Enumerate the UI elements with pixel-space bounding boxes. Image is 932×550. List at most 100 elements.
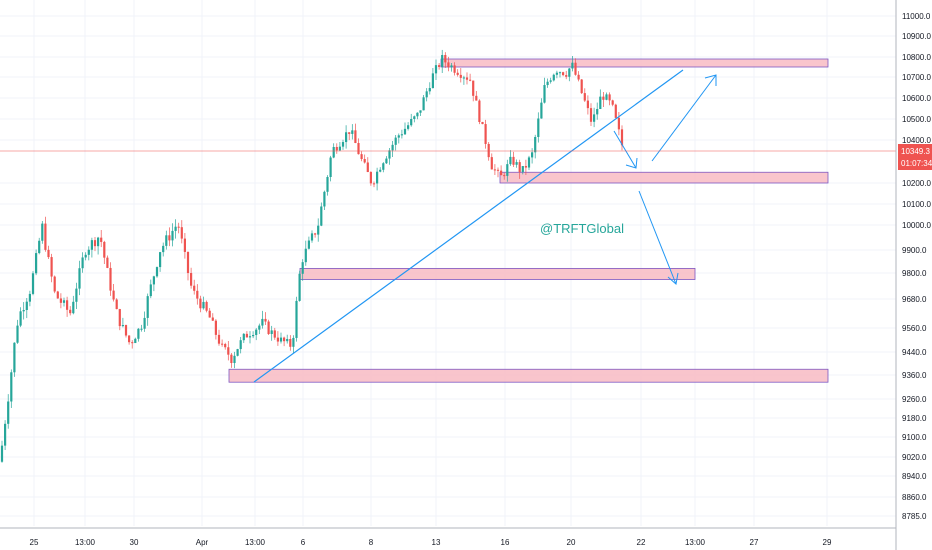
candle-body [93,240,97,247]
x-tick-label: 25 [30,538,39,547]
candle-body [177,226,180,228]
candle-body [403,128,407,135]
candle-body [190,273,193,286]
candle-body [493,169,496,171]
y-tick-label: 9360.0 [902,371,927,380]
candle-body [137,328,140,339]
zone-resistance-top[interactable] [440,58,829,68]
candle-body [357,143,360,155]
candle-body [146,296,149,318]
candle-body [19,311,22,326]
candle-body [447,62,450,68]
candle-body [558,72,562,74]
candle-body [128,335,131,343]
candle-body [44,223,47,250]
zones [228,58,829,383]
candle-body [506,164,509,176]
candle-body [586,100,589,109]
candle-body [208,310,211,318]
candle-body [174,226,177,231]
candle-body [394,137,397,145]
x-tick-label: 30 [130,538,139,547]
candle-body [227,347,230,355]
zone-support-lower[interactable] [228,368,829,383]
candle-body [140,328,143,330]
candle-body [159,252,162,268]
candle-body [537,118,540,137]
candle-body [475,95,478,101]
candle-body [552,74,555,81]
candle-body [593,114,596,122]
candle-body [211,317,214,321]
candle-body [546,81,549,86]
candle-body [428,88,431,92]
candle-body [580,79,583,94]
candle-body [35,253,38,274]
y-tick-label: 9900.0 [902,246,927,255]
x-tick-label: 13:00 [685,538,706,547]
candle-body [360,154,363,160]
candle-body [16,325,19,343]
x-tick-label: 29 [823,538,832,547]
candle-body [134,338,137,344]
candle-body [372,183,376,185]
time-axis[interactable]: 25 13:00 30 Apr 13:00 6 8 13 16 20 22 13:00 27 29 [0,527,896,547]
current-price-label: 10349.3 [901,147,930,156]
candle-body [4,423,7,446]
zone-support-middle[interactable] [299,267,696,280]
candle-body [50,257,53,277]
candle-body [453,65,456,73]
candle-body [524,166,527,168]
candle-body [286,338,289,342]
candle-body [84,254,87,258]
candle-body [413,116,416,119]
candle-body [515,162,518,165]
candle-body [10,372,13,402]
candle-body [103,241,106,258]
candle-body [472,80,475,96]
candle-body [329,157,332,177]
y-tick-label: 10100.0 [902,200,931,209]
candle-body [28,293,31,302]
arrow-down-long[interactable] [638,190,679,285]
candle-body [87,249,90,255]
candle-body [248,336,252,338]
candle-body [444,54,447,63]
trend-line[interactable] [253,69,684,383]
candle-body [22,309,25,312]
zone-support-upper[interactable] [499,171,829,184]
candle-body [555,72,558,75]
candle-body [503,175,506,177]
candle-body [314,233,317,235]
candle-body [589,108,593,122]
candle-body [112,290,115,300]
candle-body [568,68,571,77]
candle-body [407,125,410,129]
candle-body [459,74,462,78]
x-tick-label: 27 [750,538,759,547]
candle-body [264,318,267,322]
candle-body [69,309,72,314]
candle-body [292,337,295,347]
candle-body [25,301,28,310]
candle-body [279,337,283,342]
countdown-label: 01:07:34 [901,159,932,168]
arrow-down-short[interactable] [613,130,638,169]
candle-body [171,230,174,241]
candle-body [115,299,118,310]
candle-body [75,288,78,302]
candle-body [273,330,276,338]
candle-body [317,225,320,235]
candle-body [124,325,128,336]
price-axis[interactable]: 11000.0 10900.0 10800.0 10700.0 10600.0 10500… [895,0,931,550]
arrow-up-right[interactable] [651,74,717,162]
candle-body [571,62,574,69]
x-tick-label: 6 [301,538,306,547]
y-tick-label: 10500.0 [902,115,931,124]
candle-body [180,227,183,239]
x-tick-label: 22 [637,538,646,547]
x-tick-label: 16 [501,538,510,547]
y-tick-label: 10200.0 [902,179,931,188]
candle-body [270,330,273,335]
